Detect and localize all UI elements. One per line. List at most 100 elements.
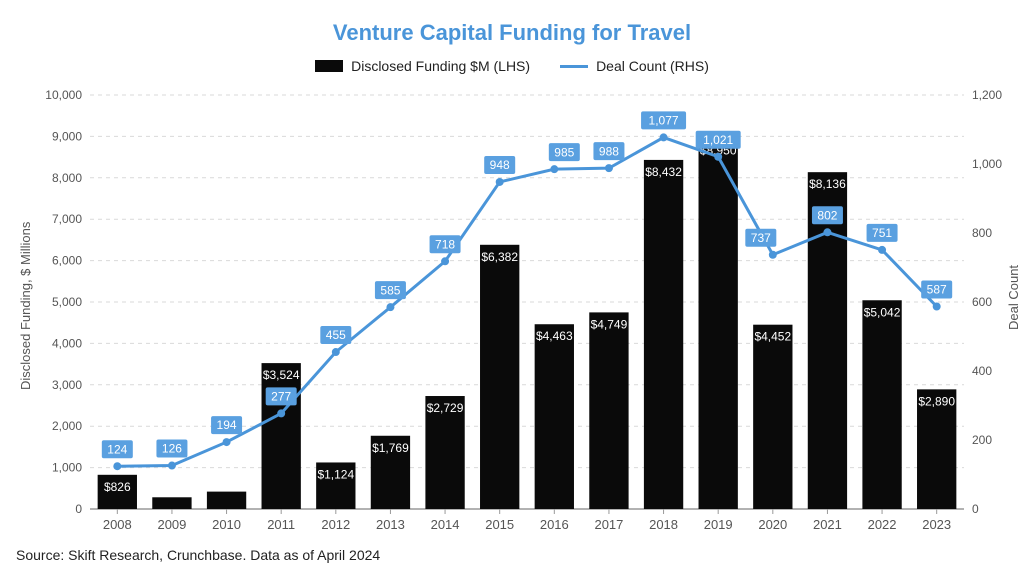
- x-tick-label: 2008: [103, 517, 132, 532]
- x-tick-label: 2018: [649, 517, 678, 532]
- line-value-label: 277: [271, 390, 291, 404]
- legend-swatch-line: [560, 65, 588, 68]
- svg-text:4,000: 4,000: [52, 336, 82, 350]
- svg-text:9,000: 9,000: [52, 129, 82, 143]
- legend-label-line: Deal Count (RHS): [596, 58, 709, 74]
- line-value-label: 126: [162, 442, 182, 456]
- svg-text:1,000: 1,000: [52, 461, 82, 475]
- legend-item-bars: Disclosed Funding $M (LHS): [315, 58, 530, 74]
- bar-value-label: $4,452: [754, 330, 791, 344]
- line-marker: [878, 246, 886, 254]
- bar-value-label: $4,749: [591, 317, 628, 331]
- line-marker: [550, 165, 558, 173]
- svg-text:10,000: 10,000: [45, 88, 82, 102]
- line-marker: [386, 303, 394, 311]
- bar: [480, 245, 519, 509]
- bar-value-label: $4,463: [536, 329, 573, 343]
- svg-text:2,000: 2,000: [52, 419, 82, 433]
- bar-value-label: $8,136: [809, 177, 846, 191]
- svg-text:8,000: 8,000: [52, 171, 82, 185]
- svg-text:200: 200: [972, 433, 992, 447]
- line-value-label: 737: [751, 231, 771, 245]
- line-value-label: 751: [872, 226, 892, 240]
- line-marker: [823, 228, 831, 236]
- svg-text:400: 400: [972, 364, 992, 378]
- legend-item-line: Deal Count (RHS): [560, 58, 709, 74]
- bar-value-label: $826: [104, 480, 131, 494]
- x-tick-label: 2013: [376, 517, 405, 532]
- plot-svg: 01,0002,0003,0004,0005,0006,0007,0008,00…: [90, 95, 964, 509]
- x-tick-label: 2014: [431, 517, 460, 532]
- bar: [152, 497, 191, 509]
- x-tick-label: 2017: [594, 517, 623, 532]
- bar-value-label: $420: [213, 475, 240, 489]
- line-value-label: 585: [380, 283, 400, 297]
- x-tick-label: 2023: [922, 517, 951, 532]
- line-value-label: 587: [927, 283, 947, 297]
- svg-text:0: 0: [972, 502, 979, 516]
- line-value-label: 985: [554, 145, 574, 159]
- bar-value-label: $1,769: [372, 441, 409, 455]
- svg-text:6,000: 6,000: [52, 254, 82, 268]
- legend-label-bars: Disclosed Funding $M (LHS): [351, 58, 530, 74]
- x-tick-label: 2016: [540, 517, 569, 532]
- line-value-label: 1,077: [649, 114, 679, 128]
- line-value-label: 718: [435, 237, 455, 251]
- line-marker: [332, 348, 340, 356]
- line-marker: [769, 251, 777, 259]
- legend-swatch-bar: [315, 60, 343, 72]
- line-value-label: 988: [599, 144, 619, 158]
- bar: [589, 312, 628, 509]
- bar-value-label: $2,890: [918, 394, 955, 408]
- x-tick-label: 2012: [321, 517, 350, 532]
- bar-value-label: $6,382: [481, 250, 518, 264]
- line-marker: [441, 257, 449, 265]
- x-tick-label: 2010: [212, 517, 241, 532]
- y-axis-right-title: Deal Count: [1006, 265, 1021, 330]
- x-tick-label: 2022: [868, 517, 897, 532]
- svg-text:1,200: 1,200: [972, 88, 1002, 102]
- line-marker: [660, 133, 668, 141]
- bar: [753, 325, 792, 509]
- line-value-label: 948: [490, 158, 510, 172]
- bar-value-label: $3,524: [263, 368, 300, 382]
- x-tick-label: 2009: [157, 517, 186, 532]
- line-marker: [605, 164, 613, 172]
- bar-value-label: $283: [159, 480, 186, 494]
- line-marker: [933, 302, 941, 310]
- bar-value-label: $8,432: [645, 165, 682, 179]
- bar-value-label: $2,729: [427, 401, 464, 415]
- bar-value-label: $5,042: [864, 305, 901, 319]
- line-value-label: 802: [817, 208, 837, 222]
- line-value-label: 194: [217, 418, 237, 432]
- bar: [699, 138, 738, 509]
- line-marker: [168, 462, 176, 470]
- svg-text:5,000: 5,000: [52, 295, 82, 309]
- chart-container: Venture Capital Funding for Travel Discl…: [0, 0, 1024, 579]
- x-tick-label: 2020: [758, 517, 787, 532]
- svg-text:600: 600: [972, 295, 992, 309]
- svg-text:1,000: 1,000: [972, 157, 1002, 171]
- line-value-label: 1,021: [703, 133, 733, 147]
- svg-text:3,000: 3,000: [52, 378, 82, 392]
- bar: [644, 160, 683, 509]
- x-tick-label: 2019: [704, 517, 733, 532]
- line-value-label: 455: [326, 328, 346, 342]
- svg-text:7,000: 7,000: [52, 212, 82, 226]
- x-tick-label: 2015: [485, 517, 514, 532]
- line-marker: [277, 409, 285, 417]
- bar: [207, 492, 246, 509]
- line-value-label: 124: [107, 442, 127, 456]
- line-marker: [223, 438, 231, 446]
- plot-area: 01,0002,0003,0004,0005,0006,0007,0008,00…: [90, 95, 964, 509]
- line-marker: [113, 462, 121, 470]
- line-marker: [714, 153, 722, 161]
- svg-text:0: 0: [75, 502, 82, 516]
- line-marker: [496, 178, 504, 186]
- y-axis-left-title: Disclosed Funding, $ Millions: [18, 222, 33, 390]
- bar: [262, 363, 301, 509]
- bar-value-label: $1,124: [317, 467, 354, 481]
- legend: Disclosed Funding $M (LHS) Deal Count (R…: [0, 58, 1024, 74]
- source-text: Source: Skift Research, Crunchbase. Data…: [16, 547, 380, 563]
- chart-title: Venture Capital Funding for Travel: [0, 20, 1024, 46]
